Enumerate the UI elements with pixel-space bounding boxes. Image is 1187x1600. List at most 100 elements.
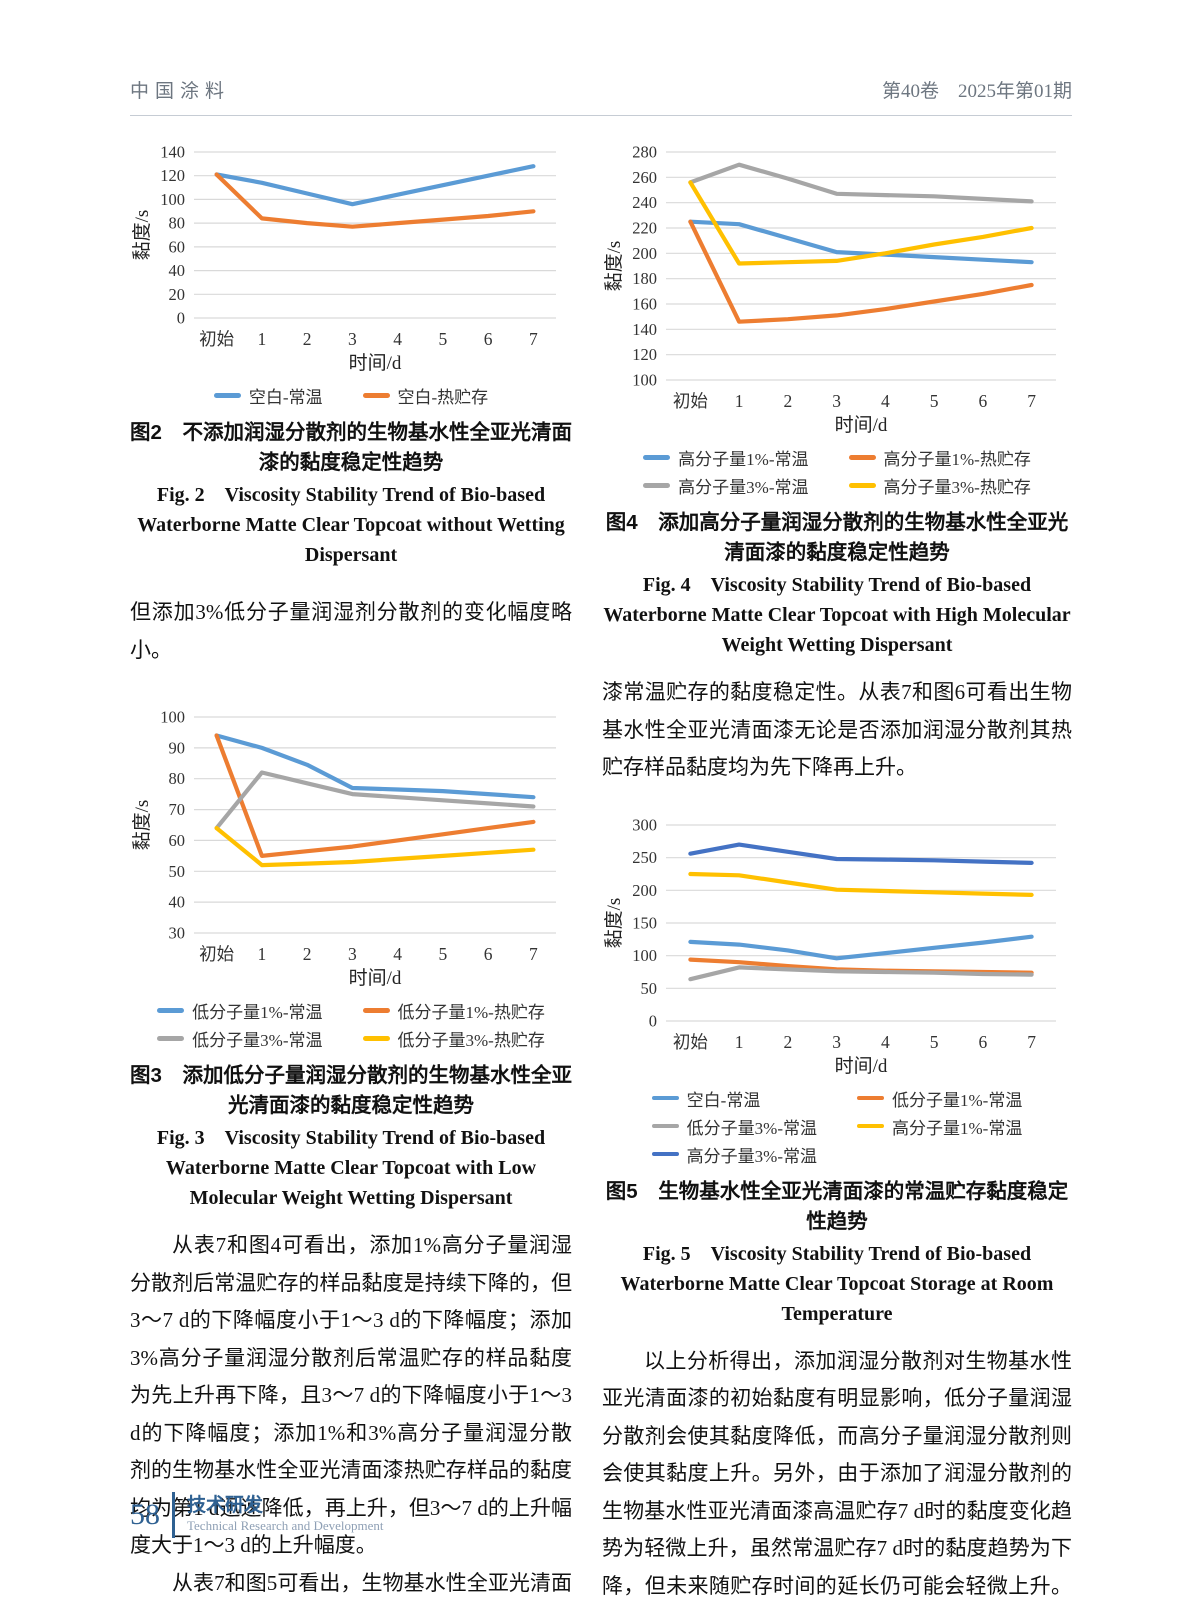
- legend-line-marker: [362, 1036, 390, 1041]
- legend-item: 低分子量3%-热贮存: [362, 1026, 545, 1051]
- legend-label: 高分子量3%-常温: [678, 478, 809, 497]
- figure-3-caption-zh: 图3 添加低分子量润湿分散剂的生物基水性全亚光清面漆的黏度稳定性趋势: [130, 1064, 572, 1117]
- svg-text:100: 100: [160, 708, 185, 727]
- legend-line-marker: [213, 393, 241, 398]
- svg-text:200: 200: [632, 244, 657, 263]
- svg-text:300: 300: [632, 815, 657, 834]
- body-paragraph: 从表7和图4可看出，添加1%高分子量润湿分散剂后常温贮存的样品黏度是持续下降的，…: [130, 1233, 572, 1557]
- legend-label: 低分子量3%-常温: [686, 1118, 817, 1138]
- svg-text:40: 40: [169, 261, 186, 280]
- legend-item: 高分子量1%-热贮存: [848, 445, 1031, 470]
- svg-text:140: 140: [160, 143, 185, 162]
- footer-divider: [172, 1492, 175, 1538]
- svg-text:2: 2: [784, 391, 793, 411]
- svg-text:4: 4: [881, 391, 890, 411]
- legend-line-marker: [157, 1036, 185, 1041]
- line-chart: 30 40 50 60 70 80 90 100 初始 1 2 3 4 5 6 7 时间/d 黏度/s: [131, 708, 556, 989]
- figure-4-caption-zh: 图4 添加高分子量润湿分散剂的生物基水性全亚光清面漆的黏度稳定性趋势: [605, 511, 1069, 564]
- svg-text:50: 50: [169, 862, 186, 881]
- svg-text:40: 40: [169, 893, 186, 912]
- svg-text:初始: 初始: [673, 391, 708, 411]
- svg-text:180: 180: [632, 269, 657, 288]
- svg-text:6: 6: [484, 944, 493, 964]
- figure-3: 30 40 50 60 70 80 90 100 初始 1 2 3 4 5 6 7 时间/d 黏度/s 低分子量1…: [130, 703, 572, 1213]
- legend-item: 低分子量1%-常温: [157, 998, 323, 1023]
- svg-text:6: 6: [979, 391, 988, 411]
- svg-text:220: 220: [632, 219, 657, 238]
- svg-text:200: 200: [632, 880, 657, 899]
- legend-item: 空白-常温: [213, 383, 323, 408]
- figure-5-caption-en: Fig. 5 Viscosity Stability Trend of Bio-…: [620, 1242, 1054, 1325]
- svg-text:初始: 初始: [199, 329, 234, 349]
- line-chart: 0 50 100 150 200 250 300 初始 1 2 3 4 5 6 7 时间/d 黏度/s: [603, 815, 1056, 1077]
- legend-label: 高分子量3%-热贮存: [883, 478, 1031, 497]
- legend-label: 低分子量3%-常温: [192, 1031, 323, 1050]
- figure-2-caption-zh: 图2 不添加润湿分散剂的生物基水性全亚光清面漆的黏度稳定性趋势: [130, 421, 572, 474]
- svg-text:150: 150: [632, 913, 657, 932]
- svg-text:120: 120: [160, 166, 185, 185]
- legend-item: 高分子量1%-常温: [643, 445, 809, 470]
- figure-4-legend: 高分子量1%-常温 高分子量1%-热贮存高分子量3%-常温 高分子量3%-热贮存: [602, 445, 1072, 498]
- legend-label: 低分子量1%-常温: [892, 1090, 1023, 1110]
- left-column: 0 20 40 60 80 100 120 140 初始 1 2 3 4 5 6 7 时间/d 黏度/s 空白-常…: [130, 128, 572, 1600]
- svg-text:20: 20: [169, 285, 186, 304]
- figure-3-caption-en: Fig. 3 Viscosity Stability Trend of Bio-…: [156, 1127, 546, 1209]
- body-paragraph: 但添加3%低分子量润湿剂分散剂的变化幅度略小。: [130, 600, 572, 662]
- svg-text:7: 7: [529, 944, 538, 964]
- svg-text:4: 4: [881, 1032, 890, 1052]
- legend-label: 空白-热贮存: [397, 388, 489, 407]
- svg-text:初始: 初始: [199, 944, 234, 964]
- svg-text:时间/d: 时间/d: [349, 352, 402, 374]
- svg-text:100: 100: [632, 946, 657, 965]
- legend-label: 高分子量1%-常温: [892, 1118, 1023, 1138]
- legend-label: 高分子量1%-热贮存: [883, 450, 1031, 469]
- line-chart: 100 120 140 160 180 200 220 240 260 280 初始 1 2 3 4 5 6 7 时…: [603, 143, 1056, 436]
- figure-2: 0 20 40 60 80 100 120 140 初始 1 2 3 4 5 6 7 时间/d 黏度/s 空白-常…: [130, 138, 572, 570]
- svg-text:黏度/s: 黏度/s: [131, 210, 153, 261]
- svg-text:1: 1: [735, 1032, 744, 1052]
- figure-4-chart: 100 120 140 160 180 200 220 240 260 280 初始 1 2 3 4 5 6 7 时…: [602, 138, 1072, 443]
- svg-text:黏度/s: 黏度/s: [603, 897, 625, 948]
- legend-item: 高分子量3%-常温: [643, 473, 809, 498]
- svg-text:250: 250: [632, 848, 657, 867]
- svg-text:160: 160: [632, 295, 657, 314]
- legend-item: 空白-常温: [651, 1086, 817, 1111]
- legend-line-marker: [848, 455, 876, 460]
- svg-text:140: 140: [632, 320, 657, 339]
- svg-text:0: 0: [649, 1011, 657, 1030]
- legend-label: 高分子量3%-常温: [686, 1146, 817, 1166]
- svg-text:0: 0: [177, 309, 185, 328]
- svg-text:60: 60: [169, 831, 186, 850]
- figure-5-legend: 空白-常温 低分子量1%-常温低分子量3%-常温 高分子量1%-常温高分子量3%-常…: [602, 1086, 1072, 1167]
- svg-text:1: 1: [258, 944, 267, 964]
- svg-text:5: 5: [439, 329, 448, 349]
- svg-text:4: 4: [393, 944, 402, 964]
- figure-2-chart: 0 20 40 60 80 100 120 140 初始 1 2 3 4 5 6 7 时间/d 黏度/s: [130, 138, 572, 381]
- svg-text:1: 1: [735, 391, 744, 411]
- svg-text:7: 7: [1027, 1032, 1036, 1052]
- legend-item: 高分子量3%-常温: [651, 1142, 817, 1167]
- svg-text:260: 260: [632, 168, 657, 187]
- journal-issue: 第40卷 2025年第01期: [881, 81, 1072, 102]
- legend-label: 高分子量1%-常温: [678, 450, 809, 469]
- svg-text:3: 3: [832, 1032, 841, 1052]
- svg-text:280: 280: [632, 143, 657, 162]
- svg-text:80: 80: [169, 769, 186, 788]
- svg-text:60: 60: [169, 237, 186, 256]
- figure-2-caption-en: Fig. 2 Viscosity Stability Trend of Bio-…: [137, 484, 565, 566]
- svg-text:50: 50: [641, 978, 658, 997]
- legend-item: 空白-热贮存: [362, 383, 489, 408]
- footer-section-zh: 技术研发: [187, 1495, 264, 1516]
- right-column: 100 120 140 160 180 200 220 240 260 280 初始 1 2 3 4 5 6 7 时…: [602, 128, 1072, 1600]
- svg-text:240: 240: [632, 193, 657, 212]
- legend-item: 高分子量3%-热贮存: [848, 473, 1031, 498]
- svg-text:3: 3: [348, 944, 357, 964]
- two-column-layout: 0 20 40 60 80 100 120 140 初始 1 2 3 4 5 6 7 时间/d 黏度/s 空白-常…: [130, 128, 1072, 1600]
- body-paragraph: 从表7和图5可看出，生物基水性全亚光清面漆不添加润湿分散剂常温贮存样品黏度为先下…: [172, 1570, 572, 1595]
- svg-text:3: 3: [348, 329, 357, 349]
- journal-title: 中国涂料: [130, 81, 231, 102]
- page-number: 58: [130, 1498, 160, 1531]
- svg-text:90: 90: [169, 738, 186, 757]
- svg-text:1: 1: [258, 329, 267, 349]
- svg-text:时间/d: 时间/d: [349, 967, 402, 989]
